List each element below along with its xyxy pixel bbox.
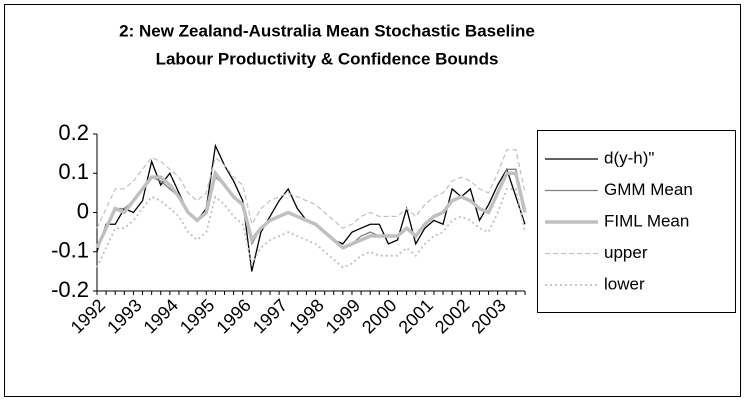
legend-label: upper	[604, 243, 648, 262]
legend-label: lower	[604, 274, 645, 293]
y-tick-label: 0.2	[58, 120, 89, 145]
chart-title: Labour Productivity & Confidence Bounds	[156, 49, 499, 68]
chart-title: 2: New Zealand-Australia Mean Stochastic…	[119, 21, 535, 40]
y-tick-label: 0	[77, 198, 89, 223]
legend-label: FIML Mean	[604, 211, 689, 230]
legend-label: d(y-h)"	[604, 148, 654, 167]
series-line	[96, 149, 526, 229]
y-tick-label: -0.1	[51, 238, 89, 263]
y-tick-label: -0.2	[51, 277, 89, 302]
series-line	[96, 188, 526, 269]
y-tick-label: 0.1	[58, 159, 89, 184]
series-line	[95, 169, 527, 250]
legend-label: GMM Mean	[604, 180, 693, 199]
